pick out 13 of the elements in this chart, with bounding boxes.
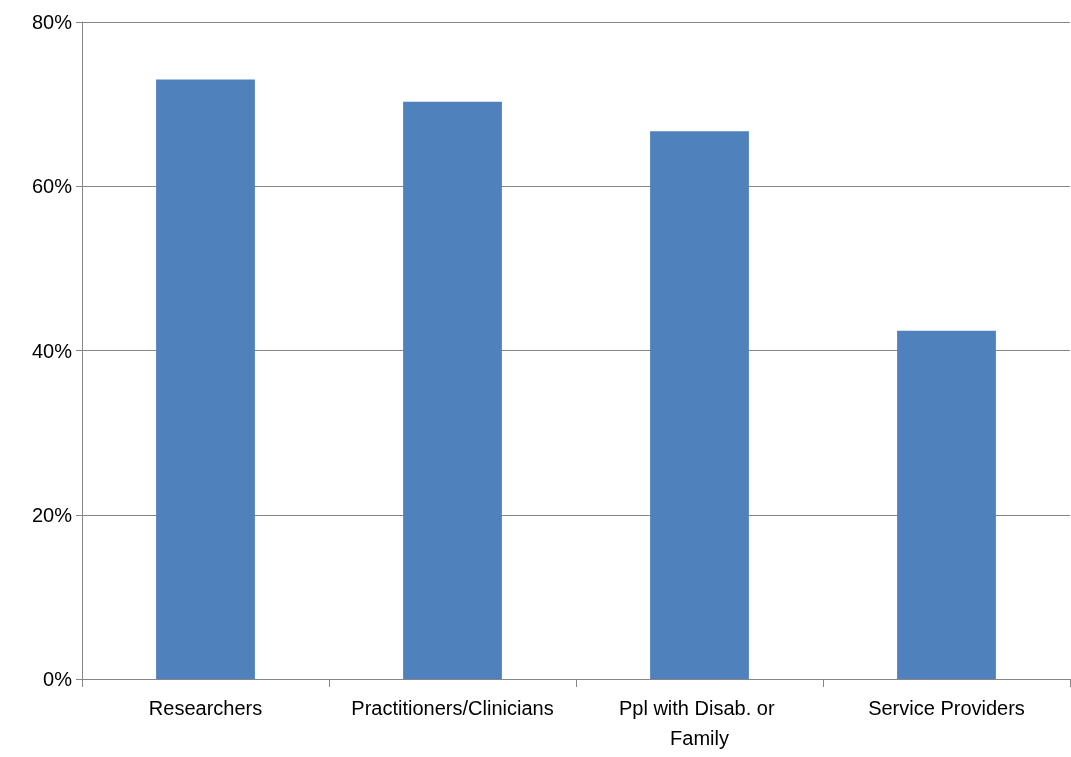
bar (897, 330, 996, 679)
y-tick-label: 0% (43, 668, 73, 690)
bar (650, 131, 749, 679)
y-tick-label: 60% (31, 175, 73, 198)
y-tick-label: 20% (31, 503, 73, 526)
bar (156, 79, 255, 679)
y-tick-label: 80% (31, 11, 73, 33)
x-tick-label: Researchers (148, 697, 263, 719)
y-tick-label: 40% (31, 339, 73, 362)
x-tick-label: Ppl with Disab. or Family (618, 697, 781, 749)
bar (403, 101, 502, 679)
x-tick-label: Practitioners/Clinicians (351, 697, 554, 719)
x-tick-label: Service Providers (868, 697, 1025, 719)
